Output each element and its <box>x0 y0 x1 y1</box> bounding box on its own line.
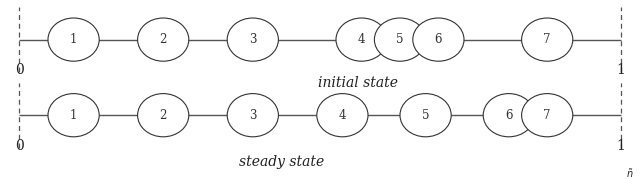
Text: 5: 5 <box>422 109 429 122</box>
Ellipse shape <box>413 18 464 61</box>
Text: 0: 0 <box>15 139 24 153</box>
Text: 6: 6 <box>435 33 442 46</box>
Ellipse shape <box>48 18 99 61</box>
Ellipse shape <box>400 94 451 137</box>
Ellipse shape <box>227 18 278 61</box>
Text: initial state: initial state <box>319 76 398 90</box>
Ellipse shape <box>138 18 189 61</box>
Text: $\tilde{n}$: $\tilde{n}$ <box>626 167 634 180</box>
Ellipse shape <box>317 94 368 137</box>
Ellipse shape <box>227 94 278 137</box>
Text: 0: 0 <box>15 63 24 77</box>
Text: 7: 7 <box>543 109 551 122</box>
Text: 1: 1 <box>70 109 77 122</box>
Text: 4: 4 <box>339 109 346 122</box>
Text: 2: 2 <box>159 33 167 46</box>
Ellipse shape <box>522 94 573 137</box>
Text: 5: 5 <box>396 33 404 46</box>
Text: 6: 6 <box>505 109 513 122</box>
Text: steady state: steady state <box>239 155 324 169</box>
Ellipse shape <box>522 18 573 61</box>
Text: 2: 2 <box>159 109 167 122</box>
Ellipse shape <box>483 94 534 137</box>
Text: 1: 1 <box>70 33 77 46</box>
Text: 1: 1 <box>616 139 625 153</box>
Text: 7: 7 <box>543 33 551 46</box>
Ellipse shape <box>138 94 189 137</box>
Ellipse shape <box>336 18 387 61</box>
Text: 3: 3 <box>249 109 257 122</box>
Text: 1: 1 <box>616 63 625 77</box>
Text: 3: 3 <box>249 33 257 46</box>
Ellipse shape <box>374 18 426 61</box>
Ellipse shape <box>48 94 99 137</box>
Text: 4: 4 <box>358 33 365 46</box>
